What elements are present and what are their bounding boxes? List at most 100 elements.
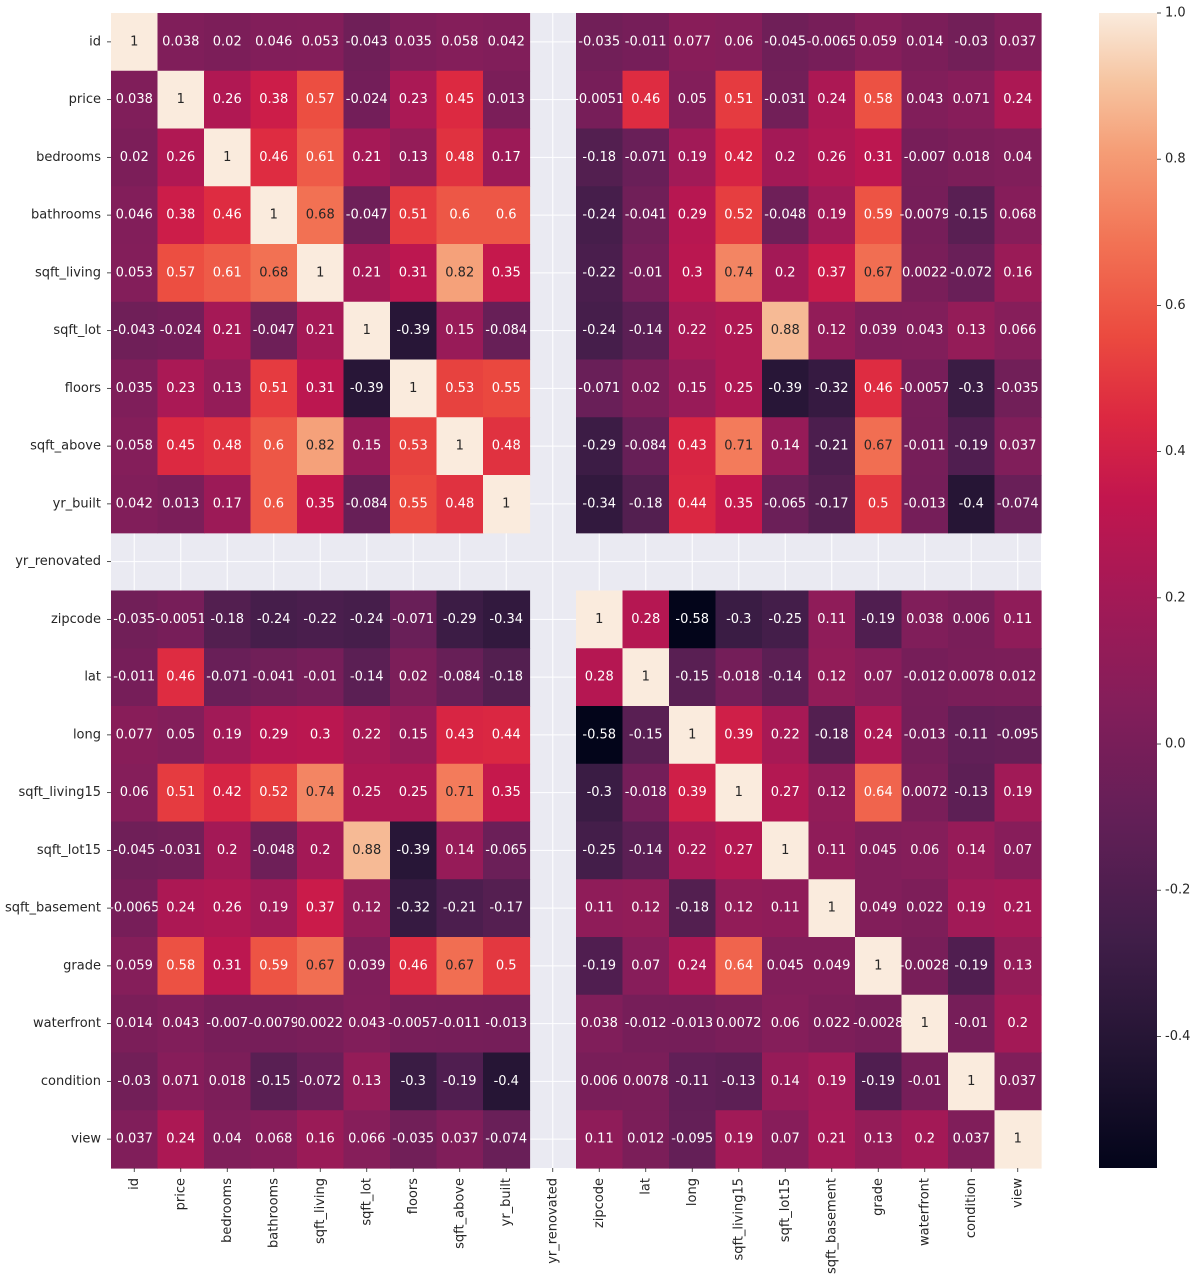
heatmap-cell xyxy=(250,186,298,245)
y-tick-label: sqft_basement xyxy=(5,901,101,916)
x-tick-label: waterfront xyxy=(917,1178,932,1246)
cell-value-label: 0.6 xyxy=(263,439,284,454)
x-tick-label: yr_built xyxy=(499,1178,514,1226)
cell-value-label: -0.24 xyxy=(257,612,291,627)
cell-value-label: 1 xyxy=(130,34,138,49)
cell-value-label: -0.065 xyxy=(764,496,806,511)
cell-value-label: 1 xyxy=(456,439,464,454)
cell-value-label: 0.14 xyxy=(771,439,800,454)
cell-value-label: 0.043 xyxy=(348,1016,385,1031)
heatmap-cell xyxy=(808,706,856,765)
cell-value-label: 0.14 xyxy=(957,843,986,858)
colorbar-tick-label: 1.0 xyxy=(1165,6,1186,21)
cell-value-label: 0.15 xyxy=(352,439,381,454)
cell-value-label: 0.55 xyxy=(492,381,521,396)
cell-value-label: 0.35 xyxy=(492,265,521,280)
cell-value-label: 0.0072 xyxy=(902,785,948,800)
heatmap-cell xyxy=(948,13,996,72)
cell-value-label: 0.13 xyxy=(1003,958,1032,973)
cell-value-label: -0.13 xyxy=(954,785,988,800)
cell-value-label: -0.34 xyxy=(489,612,523,627)
cell-value-label: -0.071 xyxy=(206,670,248,685)
heatmap-cell xyxy=(483,301,531,361)
cell-value-label: 0.037 xyxy=(116,1132,153,1147)
heatmap-cell xyxy=(297,475,345,534)
cell-value-label: -0.012 xyxy=(904,670,946,685)
heatmap-cell xyxy=(901,244,949,303)
heatmap-cell xyxy=(576,994,624,1054)
cell-value-label: 0.19 xyxy=(957,901,986,916)
heatmap-cell xyxy=(622,648,670,707)
y-tick-label: sqft_lot15 xyxy=(37,843,101,858)
x-tick-label: sqft_above xyxy=(452,1178,467,1249)
heatmap-cell xyxy=(436,301,484,361)
cell-value-label: -0.031 xyxy=(160,843,202,858)
heatmap-cell xyxy=(297,937,345,996)
heatmap-cell xyxy=(436,994,484,1054)
cell-value-label: -0.18 xyxy=(675,901,709,916)
y-tick-label: sqft_above xyxy=(30,439,101,454)
cell-value-label: 0.21 xyxy=(352,265,381,280)
cell-value-label: 0.059 xyxy=(860,34,897,49)
cell-value-label: 0.44 xyxy=(492,727,521,742)
heatmap-cell xyxy=(157,706,205,765)
cell-value-label: -0.084 xyxy=(439,670,481,685)
heatmap-cell xyxy=(483,763,531,823)
heatmap-cell xyxy=(808,475,856,534)
cell-value-label: 0.13 xyxy=(399,150,428,165)
cell-value-label: 0.038 xyxy=(162,34,199,49)
heatmap-cell xyxy=(901,763,949,823)
cell-value-label: 0.31 xyxy=(213,958,242,973)
cell-value-label: 0.53 xyxy=(399,439,428,454)
heatmap-cell xyxy=(715,1110,763,1169)
cell-value-label: -0.074 xyxy=(485,1132,527,1147)
heatmap-cell xyxy=(948,359,996,418)
heatmap-cell xyxy=(715,359,763,418)
cell-value-label: 1 xyxy=(409,381,417,396)
x-tick-label: grade xyxy=(871,1178,886,1216)
heatmap-cell xyxy=(622,1110,670,1169)
cell-value-label: 0.21 xyxy=(306,323,335,338)
heatmap-cell xyxy=(436,13,484,72)
heatmap-cell xyxy=(204,186,252,245)
cell-value-label: 0.68 xyxy=(306,208,335,223)
cell-value-label: 0.19 xyxy=(724,1132,753,1147)
heatmap-cell xyxy=(901,879,949,938)
heatmap-cell xyxy=(855,821,903,880)
heatmap-cell xyxy=(157,1052,205,1111)
heatmap-cell xyxy=(576,937,624,996)
cell-value-label: 0.15 xyxy=(678,381,707,396)
heatmap-cell xyxy=(483,1110,531,1169)
heatmap-cell xyxy=(250,1052,298,1111)
heatmap-cell xyxy=(622,301,670,361)
colorbar-gradient xyxy=(1099,13,1157,1168)
heatmap-cell xyxy=(297,763,345,823)
heatmap-cell xyxy=(855,590,903,649)
heatmap-cell xyxy=(948,937,996,996)
heatmap-cell xyxy=(762,70,810,130)
heatmap-cell xyxy=(483,244,531,303)
heatmap-cell xyxy=(994,13,1042,72)
heatmap-cell xyxy=(669,879,717,938)
cell-value-label: 0.018 xyxy=(209,1074,246,1089)
cell-value-label: -0.24 xyxy=(350,612,384,627)
cell-value-label: 0.045 xyxy=(767,958,804,973)
heatmap-cell xyxy=(948,994,996,1054)
cell-value-label: 0.0072 xyxy=(716,1016,762,1031)
cell-value-label: -0.03 xyxy=(117,1074,151,1089)
heatmap-cell xyxy=(436,128,484,187)
heatmap-cell xyxy=(157,70,205,130)
cell-value-label: 0.13 xyxy=(213,381,242,396)
heatmap-cell xyxy=(994,648,1042,707)
cell-value-label: 0.45 xyxy=(166,439,195,454)
cell-value-label: -0.041 xyxy=(253,670,295,685)
heatmap-cell xyxy=(948,301,996,361)
heatmap-cell xyxy=(808,590,856,649)
cell-value-label: 0.077 xyxy=(674,34,711,49)
heatmap-cell xyxy=(762,417,810,476)
cell-value-label: 0.24 xyxy=(1003,92,1032,107)
cell-value-label: -0.024 xyxy=(160,323,202,338)
heatmap-cell xyxy=(436,937,484,996)
heatmap-cell xyxy=(343,1052,391,1111)
cell-value-label: -0.3 xyxy=(401,1074,426,1089)
